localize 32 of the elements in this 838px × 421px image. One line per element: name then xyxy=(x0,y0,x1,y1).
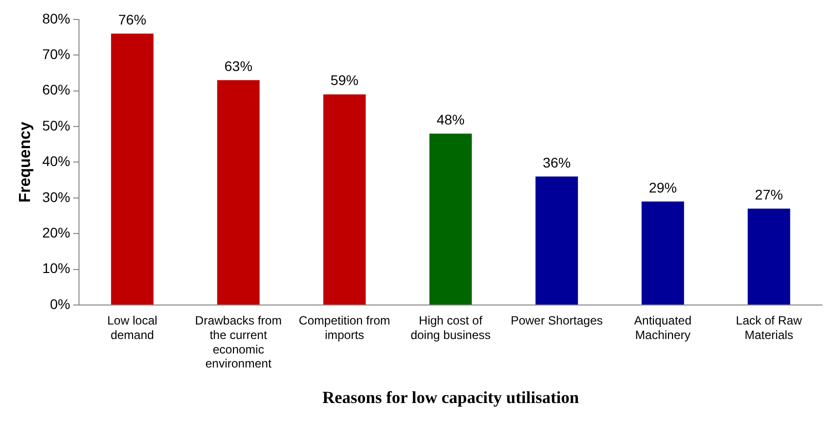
bar xyxy=(323,94,366,304)
data-label: 76% xyxy=(118,12,146,28)
x-axis-title: Reasons for low capacity utilisation xyxy=(322,388,580,408)
x-tick-label: Drawbacks from the current economic environment xyxy=(195,314,282,371)
bar xyxy=(748,208,790,304)
y-tick-label: 50% xyxy=(42,117,70,134)
data-label: 48% xyxy=(436,112,465,128)
bar xyxy=(111,34,154,304)
y-tick-label: 30% xyxy=(42,188,70,205)
bar xyxy=(217,80,260,304)
y-tick-label: 70% xyxy=(42,46,70,62)
x-tick-label: Competition from imports xyxy=(298,314,390,342)
y-tick-label: 0% xyxy=(50,296,70,312)
data-label: 59% xyxy=(330,72,359,88)
y-tick-label: 40% xyxy=(42,153,70,170)
y-axis-title: Frequency xyxy=(17,122,34,203)
x-tick-label: Power Shortages xyxy=(510,314,603,328)
data-label: 27% xyxy=(754,186,783,202)
y-tick-label: 80% xyxy=(42,10,70,26)
x-tick-label: Low local demand xyxy=(107,314,158,342)
x-tick-label: High cost of doing business xyxy=(410,314,491,342)
bar xyxy=(536,176,578,304)
bar xyxy=(429,134,472,304)
y-tick-label: 20% xyxy=(42,224,70,240)
x-tick-label: Antiquated Machinery xyxy=(634,314,692,342)
data-label: 63% xyxy=(224,58,252,74)
data-label: 36% xyxy=(542,154,571,170)
x-tick-label: Lack of Raw Materials xyxy=(736,314,802,342)
y-tick-label: 60% xyxy=(42,82,70,98)
data-label: 29% xyxy=(648,179,677,196)
y-tick-label: 10% xyxy=(42,260,70,276)
bar xyxy=(642,201,684,304)
